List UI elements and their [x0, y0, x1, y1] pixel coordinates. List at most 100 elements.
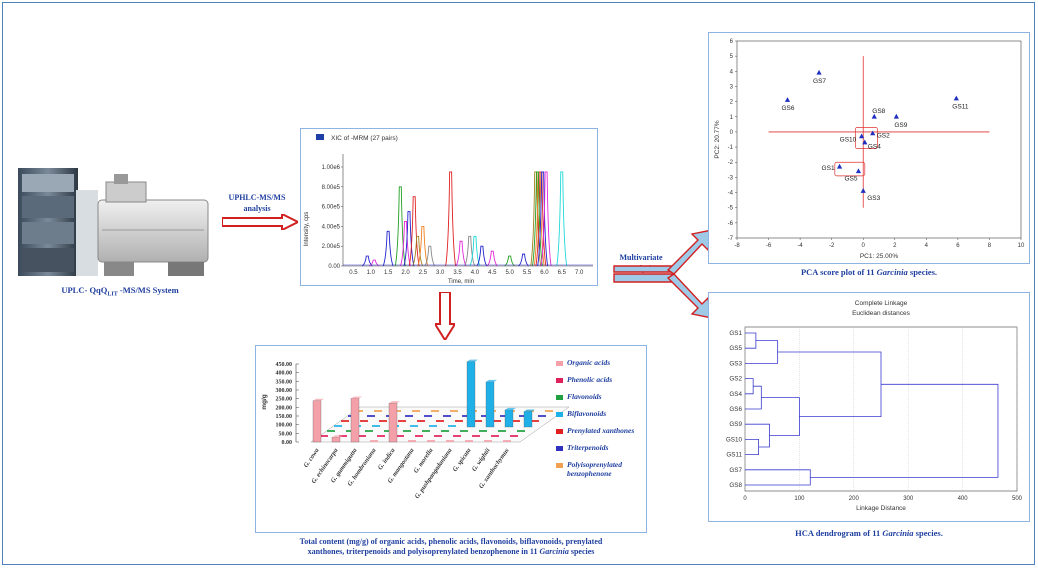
pca-caption-tail: species.: [907, 267, 938, 277]
bar3d-species-label: G. pushpangadaniana: [414, 447, 454, 500]
bar3d-legend-swatch: [556, 462, 563, 468]
pca-point: [816, 69, 822, 75]
bar3d-ytick: 150.00: [276, 414, 293, 420]
hca-xtick: 500: [1012, 496, 1023, 502]
hca-link: [745, 469, 811, 486]
down-arrow: [435, 292, 455, 340]
chromatogram-svg: XIC of -MRM (27 pairs) Intensity, cps 1.…: [304, 134, 593, 285]
instrument-caption: UPLC- QqQLIT -MS/MS System: [30, 285, 210, 301]
chromatogram-xlabel: Time, min: [448, 279, 474, 285]
hca-link: [777, 351, 882, 417]
bar3d-marker: [498, 430, 506, 432]
pca-point: [893, 113, 899, 119]
chrom-peak: [400, 221, 411, 267]
bar3d-legend-swatch: [556, 377, 563, 383]
bar3d-marker: [503, 440, 511, 442]
pca-point-label: GS3: [867, 195, 880, 202]
chrom-peak: [518, 253, 529, 267]
hca-leaf-label: GS2: [729, 376, 742, 383]
pca-xtick: 0: [862, 243, 866, 249]
chrom-peak: [408, 196, 420, 267]
bar3d-legend-item: Phenolic acids: [556, 375, 612, 384]
pca-xlabel: PC1: 25.00%: [860, 253, 899, 260]
pca-caption-main: PCA score plot of 11: [800, 267, 877, 277]
pca-xtick: -4: [797, 243, 803, 249]
pca-point: [836, 163, 843, 169]
bar3d-marker: [408, 440, 416, 442]
bar3d-marker: [479, 430, 487, 432]
bar3d-bar-top: [351, 396, 362, 399]
bar3d-bar: [312, 400, 322, 443]
hca-leaf-label: GS9: [729, 421, 742, 428]
chrom-xtick: 5.5: [523, 270, 532, 276]
chrom-peak: [403, 211, 415, 267]
chromatogram-legend: XIC of -MRM (27 pairs): [331, 135, 398, 142]
chrom-peak: [455, 240, 467, 267]
hca-xtick: 400: [958, 496, 969, 502]
bar3d-marker: [372, 425, 380, 427]
bar3d-marker: [405, 415, 413, 417]
bar3d-species-label: G. indica: [377, 447, 397, 472]
bar3d-marker: [453, 435, 461, 437]
bar3d-bar-top: [486, 379, 497, 382]
pca-xtick: 2: [893, 243, 897, 249]
chrom-xtick: 5.0: [505, 270, 514, 276]
bar3d-marker: [412, 410, 420, 412]
chrom-peak: [445, 171, 457, 267]
uphlc-label: UPHLC-MS/MS analysis: [228, 193, 286, 213]
chrom-xtick: 2.0: [401, 270, 410, 276]
bar3d-ytick: 400.00: [276, 371, 293, 377]
bar3d-bar-top: [505, 407, 516, 410]
pca-xtick: 10: [1018, 243, 1025, 249]
bar3d-marker: [465, 440, 473, 442]
pca-caption-italic: Garcinia: [876, 267, 908, 277]
bar3d-ytick: 50.00: [279, 431, 293, 437]
bar3d-ytick: 100.00: [276, 423, 293, 429]
hca-caption-main: HCA dendrogram of 11: [795, 528, 883, 538]
hca-xtick: 300: [903, 496, 914, 502]
bar3d-marker: [396, 435, 404, 437]
hca-xtick: 100: [794, 496, 805, 502]
bar3d-marker: [365, 430, 373, 432]
pca-ytick: -5: [728, 206, 734, 212]
hca-link: [810, 383, 999, 478]
bar3d-legend-swatch: [556, 445, 563, 451]
chrom-ytick: 6.00e5: [322, 205, 341, 211]
pca-point-label: GS7: [813, 78, 826, 85]
bar3d-panel: 450.00 400.00 350.00 300.00 250.00 200.00 150.…: [255, 345, 647, 533]
bar3d-bar: [388, 402, 398, 443]
pca-point-label: GS10: [840, 136, 857, 143]
chrom-xtick: 1.5: [384, 270, 393, 276]
chrom-peak: [394, 186, 406, 267]
hca-leaf-label: GS6: [729, 406, 742, 413]
bar3d-marker: [517, 430, 525, 432]
pca-xtick: 6: [956, 243, 960, 249]
chrom-peak: [537, 171, 549, 267]
hca-svg: Complete Linkage Euclidean distances 0 100 2…: [726, 300, 1023, 512]
pca-point-label: GS5: [844, 175, 857, 182]
bar3d-marker: [417, 420, 425, 422]
bar3d-marker: [384, 430, 392, 432]
chrom-xtick: 3.0: [436, 270, 445, 276]
pca-point: [855, 168, 862, 174]
bar3d-marker: [545, 410, 553, 412]
bar3d-marker: [429, 425, 437, 427]
bar3d-legend-item: Organic acids: [556, 358, 610, 367]
bar3d-marker: [472, 435, 480, 437]
chrom-ytick: 0.00: [328, 264, 340, 270]
chromatogram-panel: XIC of -MRM (27 pairs) Intensity, cps 1.…: [300, 128, 598, 286]
chrom-peak: [382, 230, 394, 267]
bar3d-legend-label: Polyisoprenylated benzophenone: [567, 460, 622, 478]
bar3d-marker: [341, 420, 349, 422]
chrom-peak: [424, 245, 436, 267]
bar3d-legend-swatch: [556, 360, 563, 366]
chrom-xtick: 6.0: [540, 270, 549, 276]
chrom-xtick: 4.0: [471, 270, 480, 276]
bar3d-marker: [531, 420, 539, 422]
hca-leaf-label: GS4: [729, 391, 742, 398]
chrom-xtick: 4.5: [488, 270, 497, 276]
pca-ytick: 2: [730, 100, 734, 106]
bar3d-bar: [523, 411, 533, 428]
pca-xtick: -2: [829, 243, 835, 249]
bar3d-legend-item: Flavonoids: [556, 392, 602, 401]
